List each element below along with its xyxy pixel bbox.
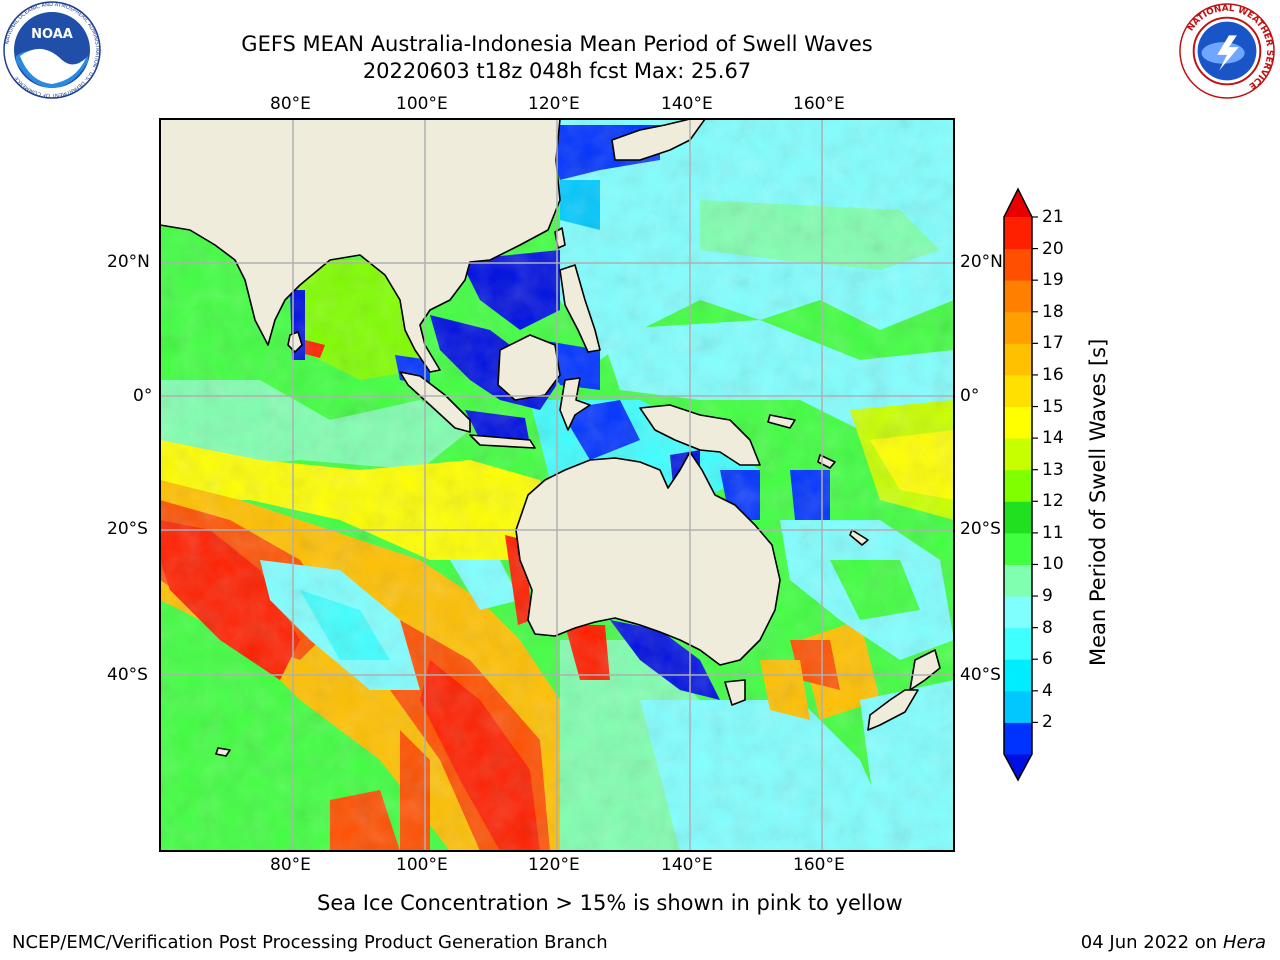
colorbar-tick-label: 10 [1042,554,1064,575]
colorbar-segment [1004,374,1032,408]
colorbar-outline [1003,187,1033,782]
colorbar-under-arrow [1004,754,1032,780]
java [469,434,536,449]
colorbar-segment [1004,469,1032,502]
colorbar-tick-label: 9 [1042,586,1053,607]
colorbar-segment [1004,690,1032,723]
new-zealand-south [867,689,919,731]
colorbar-segment [1004,722,1032,755]
footer-machine: Hera [1222,932,1266,953]
colorbar-segment [1004,596,1032,629]
colorbar-tick-label: 4 [1042,680,1053,701]
lon-tick-top-120: 120°E [528,94,580,114]
colorbar-tick-label: 13 [1042,459,1064,480]
footer-date-text: 04 Jun 2022 on [1080,932,1218,953]
lat-tick-left-20n: 20°N [107,252,150,272]
colorbar-segment [1004,311,1032,344]
lat-tick-right-20s: 20°S [960,519,1001,539]
lat-tick-left-40s: 40°S [107,665,148,685]
lon-tick-top-80: 80°E [270,94,311,114]
graticule [160,119,954,851]
new-zealand-north [909,649,941,691]
colorbar-tick-label: 8 [1042,617,1053,638]
philippines [559,264,601,353]
new-guinea [639,404,761,466]
tasmania [724,679,746,706]
colorbar-tick-label: 12 [1042,491,1064,512]
colorbar-segment [1004,564,1032,597]
colorbar-tick-label: 6 [1042,649,1053,670]
footer-date: 04 Jun 2022 on Hera [1081,932,1266,953]
sumatra [399,371,471,433]
chart-subtitle: 20220603 t18z 048h fcst Max: 25.67 [362,59,752,83]
lon-tick-bottom-160: 160°E [793,855,845,875]
land-masses [160,119,941,757]
borneo [497,334,561,401]
lon-tick-bottom-100: 100°E [396,855,448,875]
nws-logo: NATIONAL WEATHER SERVICE [1179,3,1275,99]
lon-tick-top-160: 160°E [793,94,845,114]
lat-tick-right-40s: 40°S [960,665,1001,685]
colorbar-tick-label: 21 [1042,207,1064,227]
chart-title: GEFS MEAN Australia-Indonesia Mean Perio… [241,32,873,56]
new-caledonia [849,529,869,546]
japan [611,119,706,161]
lon-tick-top-140: 140°E [661,94,713,114]
colorbar-segment [1004,501,1032,534]
colorbar-segment [1004,248,1032,281]
noaa-logo-text: NOAA [31,27,73,42]
colorbar-over-arrow [1004,189,1032,217]
map-frame [159,118,955,852]
colorbar-tick-label: 20 [1042,238,1064,259]
lon-tick-bottom-120: 120°E [528,855,580,875]
sulawesi [559,377,591,431]
footer-credit: NCEP/EMC/Verification Post Processing Pr… [12,932,608,953]
lon-tick-top-100: 100°E [396,94,448,114]
lat-tick-left-20s: 20°S [107,519,148,539]
colorbar-tick-label: 2 [1042,712,1053,733]
colorbar-segment [1004,438,1032,471]
lat-tick-right-0: 0° [960,386,980,406]
sea-ice-caption: Sea Ice Concentration > 15% is shown in … [317,891,903,915]
lon-tick-bottom-140: 140°E [661,855,713,875]
colorbar-segment [1004,532,1032,565]
colorbar-segment [1004,627,1032,660]
colorbar-segment [1004,217,1032,250]
colorbar-tick-label: 19 [1042,270,1064,291]
lon-tick-bottom-80: 80°E [270,855,311,875]
colorbar-tick-label: 17 [1042,333,1064,354]
lat-tick-right-20n: 20°N [960,252,1003,272]
colorbar-tick-label: 15 [1042,396,1064,417]
colorbar [1003,187,1038,782]
sri-lanka [287,331,303,353]
colorbar-tick-label: 18 [1042,301,1064,322]
colorbar-tick-label: 11 [1042,522,1064,543]
colorbar-tick-label: 16 [1042,364,1064,385]
lat-tick-left-0: 0° [133,386,153,406]
colorbar-segment [1004,280,1032,313]
noaa-logo: NOAA NATIONAL OCEANIC AND ATMOSPHERIC AD… [3,1,101,99]
australia [515,451,781,666]
asia-mainland [160,119,561,373]
colorbar-segment [1004,659,1032,692]
colorbar-label: Mean Period of Swell Waves [s] [1086,338,1110,666]
colorbar-tick-label: 14 [1042,428,1064,449]
map-area [160,119,954,851]
colorbar-segment [1004,343,1032,376]
colorbar-segment [1004,406,1032,439]
